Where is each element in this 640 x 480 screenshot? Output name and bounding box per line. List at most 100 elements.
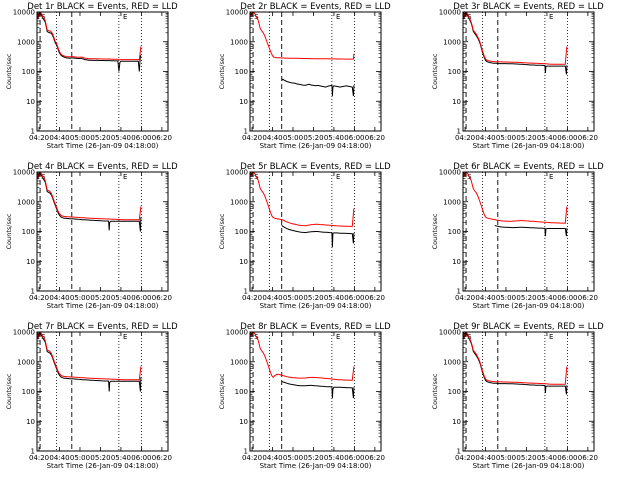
events-series-line (37, 332, 142, 392)
y-axis-label: Counts/sec (218, 373, 226, 409)
y-tick-label: 1000 (230, 38, 248, 46)
x-tick-label: 05:40 (537, 294, 557, 302)
events-series-line (37, 172, 142, 232)
marker-letter: S (41, 173, 46, 181)
y-tick-label: 100 (235, 68, 248, 76)
y-tick-label: 10000 (13, 329, 35, 337)
y-tick-label: 100 (448, 68, 461, 76)
x-tick-label: 05:20 (516, 294, 536, 302)
panel-title: Det 8r BLACK = Events, RED = LLD (240, 322, 391, 332)
y-tick-label: 100 (448, 228, 461, 236)
y-tick-label: 1 (31, 448, 35, 456)
x-axis-label: Start Time (26-Jan-09 04:18:00) (260, 462, 372, 470)
lld-series-line (250, 172, 355, 227)
x-tick-label: 04:20 (455, 294, 475, 302)
x-tick-label: 04:20 (29, 134, 49, 142)
y-tick-label: 10 (239, 258, 248, 266)
x-axis-label: Start Time (26-Jan-09 04:18:00) (473, 302, 585, 310)
y-axis-label: Counts/sec (431, 373, 439, 409)
y-axis-label: Counts/sec (5, 53, 13, 89)
x-tick-label: 06:20 (152, 454, 172, 462)
lld-series-line (463, 172, 568, 224)
x-tick-label: 05:40 (324, 134, 344, 142)
y-tick-label: 1000 (443, 38, 461, 46)
y-tick-label: 10000 (226, 329, 248, 337)
lld-series-line (37, 172, 142, 221)
marker-letter: E (336, 173, 340, 181)
x-axis-label: Start Time (26-Jan-09 04:18:00) (47, 142, 159, 150)
x-tick-label: 05:00 (283, 294, 303, 302)
y-tick-label: 10000 (439, 9, 461, 17)
y-tick-label: 100 (22, 388, 35, 396)
y-axis-label: Counts/sec (218, 53, 226, 89)
x-tick-label: 06:00 (131, 134, 151, 142)
x-tick-label: 06:20 (365, 294, 385, 302)
plot-frame (462, 171, 595, 292)
y-tick-label: 1000 (230, 358, 248, 366)
lld-series-line (250, 332, 355, 381)
y-tick-label: 1 (457, 128, 461, 136)
events-series-line (463, 332, 568, 395)
y-tick-label: 100 (235, 228, 248, 236)
y-tick-label: 10000 (226, 169, 248, 177)
panel-title: Det 6r BLACK = Events, RED = LLD (453, 162, 604, 172)
x-tick-label: 06:00 (344, 134, 364, 142)
lld-series-line (250, 12, 355, 60)
marker-letter: S (41, 13, 46, 21)
y-tick-label: 100 (22, 228, 35, 236)
marker-letter: E (549, 173, 553, 181)
x-tick-label: 05:20 (90, 134, 110, 142)
marker-letter: E (549, 333, 553, 341)
x-tick-label: 04:20 (29, 454, 49, 462)
x-tick-label: 05:20 (516, 134, 536, 142)
y-tick-label: 1 (457, 448, 461, 456)
plot-frame (36, 11, 169, 132)
plot-frame (462, 11, 595, 132)
plot-frame (462, 331, 595, 452)
x-tick-label: 05:00 (496, 294, 516, 302)
y-tick-label: 100 (448, 388, 461, 396)
x-tick-label: 05:20 (303, 454, 323, 462)
y-tick-label: 10000 (13, 169, 35, 177)
lld-series-line (37, 12, 142, 61)
events-series-line (37, 12, 142, 72)
lld-series-line (37, 332, 142, 381)
y-tick-label: 100 (22, 68, 35, 76)
x-tick-label: 05:00 (70, 454, 90, 462)
y-axis-label: Counts/sec (431, 213, 439, 249)
y-axis-label: Counts/sec (218, 213, 226, 249)
y-tick-label: 10 (239, 98, 248, 106)
marker-letter: E (123, 173, 127, 181)
x-tick-label: 05:20 (303, 294, 323, 302)
plot-frame (249, 11, 382, 132)
y-tick-label: 10000 (439, 329, 461, 337)
x-tick-label: 06:20 (578, 294, 598, 302)
x-tick-label: 06:20 (152, 294, 172, 302)
y-tick-label: 10 (452, 418, 461, 426)
panel-title: Det 4r BLACK = Events, RED = LLD (27, 162, 178, 172)
x-tick-label: 06:20 (365, 454, 385, 462)
y-axis-label: Counts/sec (431, 53, 439, 89)
y-tick-label: 10 (26, 98, 35, 106)
y-axis-label: Counts/sec (5, 373, 13, 409)
y-tick-label: 1000 (230, 198, 248, 206)
x-tick-label: 04:40 (262, 454, 282, 462)
events-series-line (463, 12, 568, 75)
y-tick-label: 1 (31, 288, 35, 296)
x-tick-label: 05:20 (90, 454, 110, 462)
y-tick-label: 10 (26, 258, 35, 266)
plot-frame (249, 331, 382, 452)
y-tick-label: 10000 (13, 9, 35, 17)
plot-frame (36, 171, 169, 292)
y-tick-label: 1000 (17, 358, 35, 366)
x-tick-label: 06:20 (365, 134, 385, 142)
x-tick-label: 06:00 (557, 294, 577, 302)
x-tick-label: 05:20 (90, 294, 110, 302)
events-series-line (281, 380, 355, 399)
